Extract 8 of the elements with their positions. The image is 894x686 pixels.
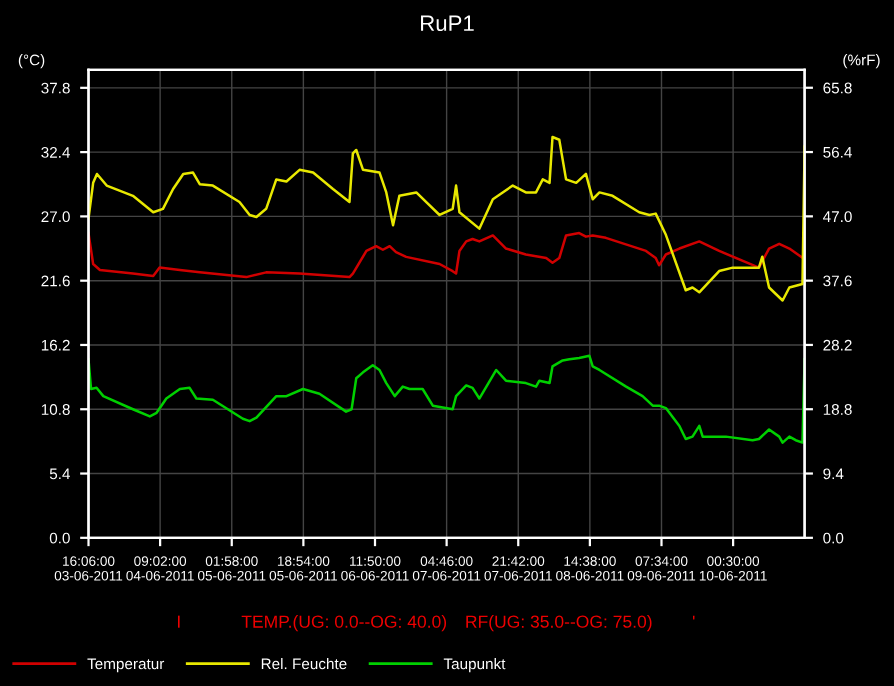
line-series [88, 231, 805, 279]
line-series [88, 135, 805, 302]
text: I [177, 615, 180, 628]
line-series [88, 354, 805, 444]
text: TEMP.(UG: 0.0--OG: 40.0) [241, 615, 447, 632]
text: ' [692, 615, 695, 620]
chart-title: RuP1 [421, 15, 474, 32]
text: RF(UG: 35.0--OG: 75.0) [466, 615, 652, 632]
